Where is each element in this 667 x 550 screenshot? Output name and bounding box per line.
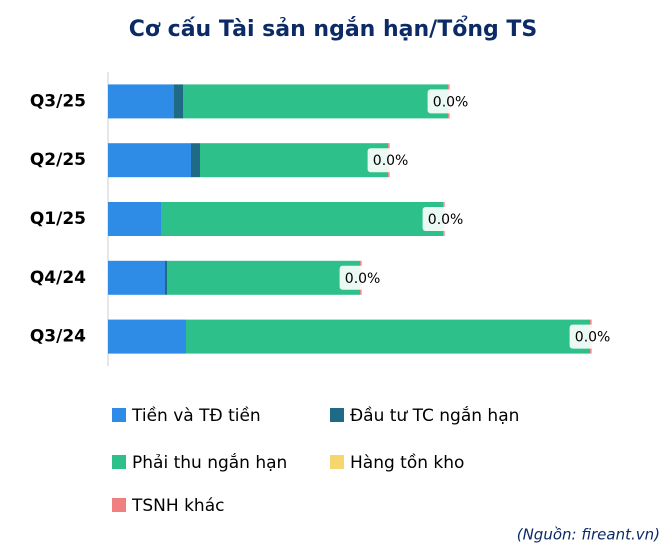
source: (Nguồn: fireant.vn) — [517, 526, 660, 544]
y-tick-label: Q2/25 — [30, 150, 86, 170]
bar-segment — [161, 202, 443, 236]
legend-swatch — [112, 498, 126, 512]
bar-segment — [165, 260, 167, 295]
label-box — [422, 207, 469, 231]
bar-segment — [167, 260, 360, 295]
legend-label: Tiền và TĐ tiền — [131, 405, 261, 426]
legend-swatch — [330, 455, 344, 469]
y-tick-label: Q3/24 — [30, 327, 86, 347]
data-label: 0.0% — [345, 271, 381, 287]
legend-label: Phải thu ngắn hạn — [132, 452, 287, 473]
bar-segment — [191, 143, 200, 178]
label-box — [569, 324, 616, 349]
data-label: 0.0% — [428, 212, 464, 228]
data-label: 0.0% — [373, 153, 409, 169]
legend-swatch — [112, 455, 126, 469]
data-label: 0.0% — [433, 94, 469, 110]
label-box — [427, 89, 474, 114]
bar-segment — [108, 319, 186, 354]
bar-segment — [108, 260, 165, 295]
y-tick-label: Q3/25 — [30, 91, 86, 111]
legend-swatch — [330, 408, 344, 422]
bar-segment — [108, 143, 191, 178]
bar-segment — [108, 202, 161, 236]
data-label: 0.0% — [575, 330, 611, 346]
chart-title: Cơ cấu Tài sản ngắn hạn/Tổng TS — [129, 16, 538, 42]
bar-segment — [183, 84, 448, 119]
y-tick-label: Q4/24 — [30, 268, 86, 288]
label-box — [367, 148, 414, 173]
legend-label: Hàng tồn kho — [350, 452, 464, 473]
y-tick-label: Q1/25 — [30, 209, 86, 229]
label-box — [339, 265, 386, 290]
legend-label: Đầu tư TC ngắn hạn — [350, 405, 519, 426]
legend-label: TSNH khác — [131, 496, 224, 516]
bar-segment — [174, 84, 183, 119]
bar-segment — [108, 84, 174, 119]
bar-segment — [186, 319, 590, 354]
bar-segment — [200, 143, 388, 178]
legend-swatch — [112, 408, 126, 422]
